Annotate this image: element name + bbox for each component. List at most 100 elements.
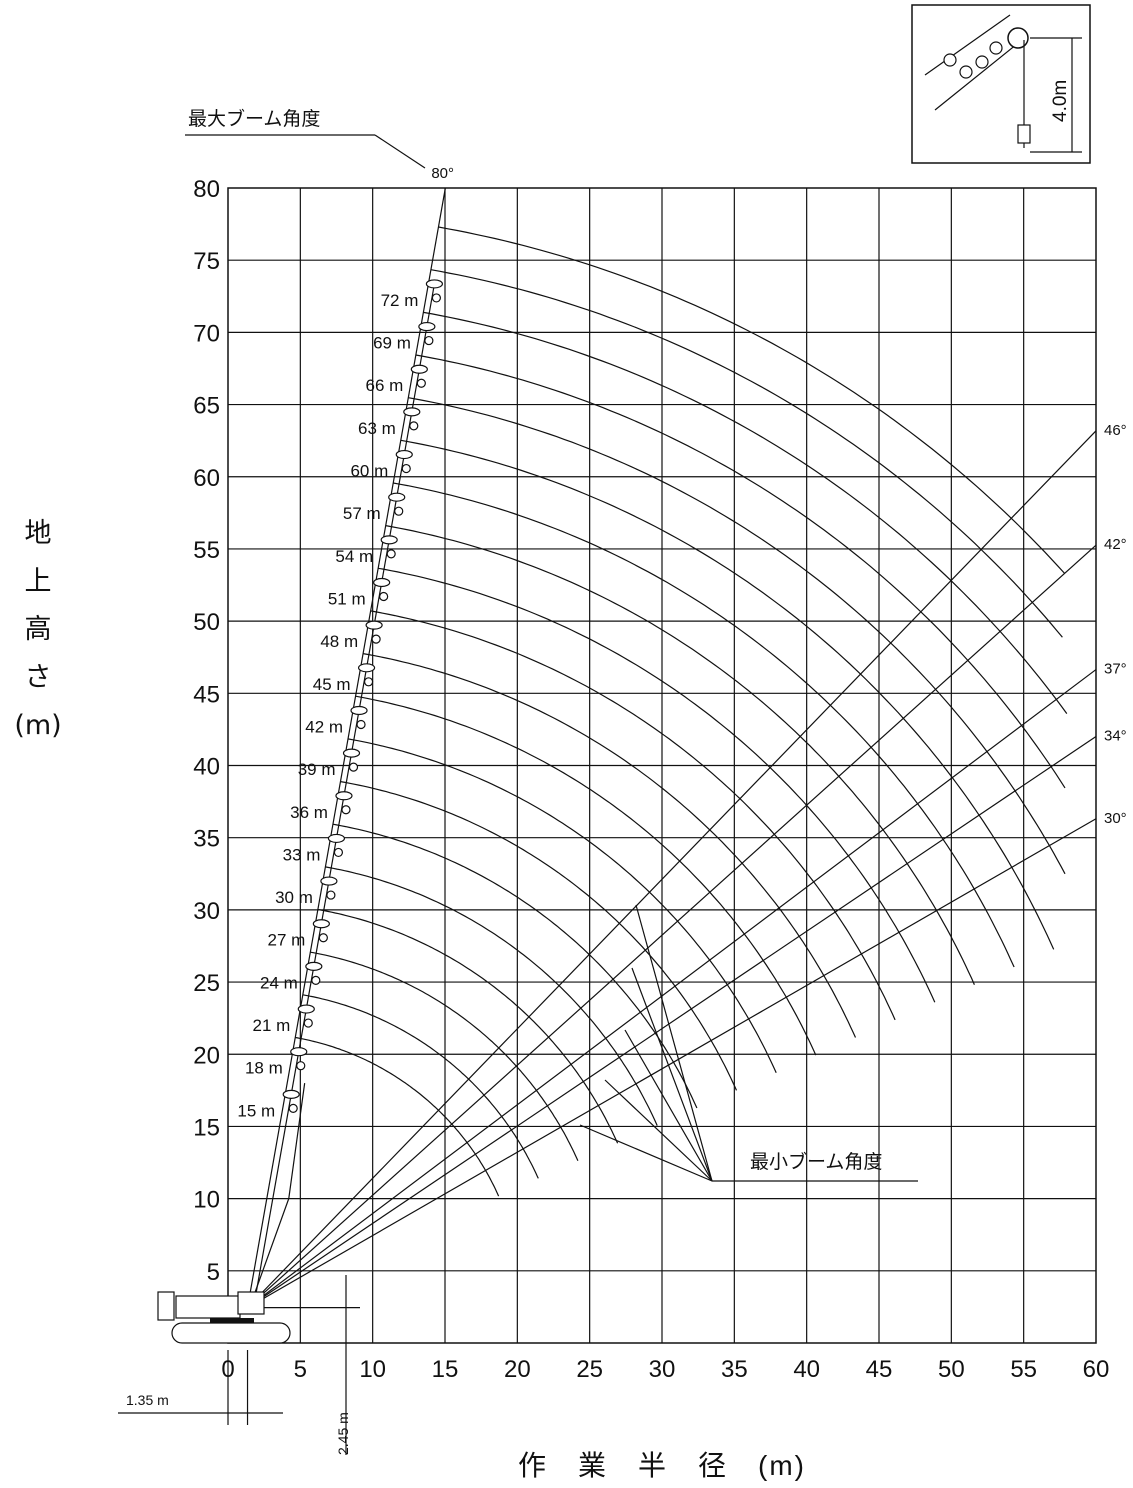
x-tick-label: 20: [504, 1356, 531, 1383]
boom-length-label: 72 m: [381, 291, 419, 310]
boom-head: [342, 748, 361, 758]
boom-length-label: 39 m: [298, 760, 336, 779]
x-axis-title: 作 業 半 径 (m): [518, 1450, 806, 1481]
x-tick-label: 40: [793, 1356, 820, 1383]
y-tick-label: 65: [193, 393, 220, 420]
x-tick-label: 60: [1083, 1356, 1110, 1383]
max-boom-angle-label: 最大ブーム角度: [188, 107, 320, 130]
boom-head: [320, 876, 338, 886]
inset-frame: [911, 4, 1091, 164]
y-title-char: さ: [24, 662, 52, 693]
radius-arc: [310, 951, 579, 1162]
leader-arrow: [635, 904, 713, 1182]
max-angle-line: [246, 187, 446, 1308]
y-tick-label: 30: [193, 898, 220, 925]
x-tick-label: 35: [721, 1356, 748, 1383]
inset-boom: [934, 39, 1023, 111]
boom-column: [248, 279, 444, 1308]
hook-block: [394, 506, 404, 516]
hook-block: [288, 1103, 298, 1113]
radius-arc: [408, 397, 1066, 875]
boom-head: [312, 919, 330, 929]
boom-length-label: 69 m: [373, 334, 411, 353]
leader-arrow: [579, 1124, 713, 1182]
y-tick-label: 35: [193, 826, 220, 853]
boom-length-label: 63 m: [358, 419, 396, 438]
upper-body: [175, 1295, 241, 1319]
leader-arrow: [631, 967, 713, 1182]
boom-head: [418, 321, 436, 332]
inset-sheave: [943, 53, 957, 67]
boom-length-label: 42 m: [305, 717, 343, 736]
min-angle-line: [247, 818, 1097, 1309]
x-tick-label: 15: [432, 1356, 459, 1383]
radius-arc: [378, 567, 936, 1003]
radius-arc: [423, 311, 1068, 714]
x-tick-label: 10: [359, 1356, 386, 1383]
boom-length-label: 60 m: [350, 462, 388, 481]
y-title-char: 上: [24, 566, 52, 597]
min-angle-line: [247, 669, 1097, 1309]
boom-head: [380, 535, 398, 545]
tick-labels: 0 5 10 15 20 25 30 35 40 45 50 55 605101520253035404…: [193, 176, 1109, 1383]
x-tick-label: 55: [1010, 1356, 1037, 1383]
hook-block: [409, 421, 419, 431]
cab: [237, 1291, 265, 1315]
hook-block: [356, 719, 366, 730]
boom-length-label: 57 m: [343, 504, 381, 523]
y-axis-title: 地 上 高 さ (m): [6, 510, 70, 750]
boom-head: [425, 279, 444, 289]
hook-block: [296, 1061, 306, 1071]
hook-block: [416, 378, 426, 388]
radius-arc: [393, 482, 1015, 968]
radius-arc: [370, 610, 896, 1021]
inset-sheave: [989, 41, 1003, 55]
y-tick-label: 70: [193, 320, 220, 347]
boom-head: [335, 791, 353, 801]
y-title-char: 高: [24, 614, 52, 645]
y-title-char: 地: [24, 518, 52, 549]
radius-arc: [295, 1036, 500, 1197]
hook-drop-label: 4.0m: [1050, 80, 1071, 122]
counterweight: [157, 1291, 175, 1321]
y-tick-label: 55: [193, 537, 220, 564]
crawler-track: [171, 1322, 291, 1344]
boom-length-label: 45 m: [313, 675, 351, 694]
hook-inset: 4.0m: [911, 4, 1091, 164]
y-title-char: (m): [14, 710, 62, 741]
boom-head: [357, 663, 376, 673]
inset-sheave: [1007, 27, 1029, 49]
radius-arc: [438, 226, 1066, 574]
y-tick-label: 80: [193, 176, 220, 203]
angle-label: 30°: [1104, 810, 1127, 827]
boom-length-label: 15 m: [237, 1101, 275, 1120]
boom-angle-lines: [246, 187, 1097, 1309]
boom-head: [297, 1004, 315, 1014]
hook-block: [326, 890, 336, 900]
radius-arc: [317, 908, 619, 1144]
hook-block: [303, 1018, 313, 1028]
y-tick-label: 60: [193, 465, 220, 492]
radius-arc: [430, 269, 1063, 638]
min-angle-line: [247, 544, 1097, 1309]
y-tick-label: 10: [193, 1187, 220, 1214]
boom-head: [410, 364, 428, 374]
working-radius-arcs: [295, 226, 1068, 1197]
radius-arc: [340, 781, 738, 1091]
max-angle-label: 80°: [431, 165, 454, 182]
x-tick-label: 50: [938, 1356, 965, 1383]
angle-label: 46°: [1104, 422, 1127, 439]
y-tick-label: 40: [193, 754, 220, 781]
hook-block: [424, 335, 434, 346]
leader-arrow: [624, 1029, 713, 1182]
boom-length-label: 48 m: [320, 632, 358, 651]
boom-length-label: 51 m: [328, 590, 366, 609]
min-boom-angle-label: 最小ブーム角度: [750, 1150, 882, 1173]
boom-head: [327, 833, 346, 844]
crane-silhouette: [157, 1291, 291, 1344]
y-tick-label: 20: [193, 1042, 220, 1069]
inset-hook: [1017, 124, 1031, 144]
hook-block: [311, 975, 321, 985]
